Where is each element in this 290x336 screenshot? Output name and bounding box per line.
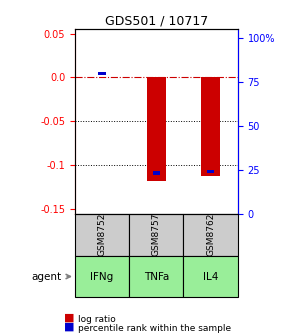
Text: TNFa: TNFa <box>144 271 169 282</box>
FancyBboxPatch shape <box>129 214 184 256</box>
FancyBboxPatch shape <box>75 214 129 256</box>
Bar <box>153 171 160 175</box>
Text: log ratio: log ratio <box>78 314 116 324</box>
Text: agent: agent <box>32 271 70 282</box>
Text: GSM8762: GSM8762 <box>206 213 215 256</box>
Text: percentile rank within the sample: percentile rank within the sample <box>78 324 231 333</box>
Bar <box>98 72 106 75</box>
FancyBboxPatch shape <box>184 256 238 297</box>
Text: IFNg: IFNg <box>90 271 114 282</box>
Text: IL4: IL4 <box>203 271 218 282</box>
Title: GDS501 / 10717: GDS501 / 10717 <box>105 15 208 28</box>
Text: GSM8752: GSM8752 <box>97 213 106 256</box>
FancyBboxPatch shape <box>184 214 238 256</box>
FancyBboxPatch shape <box>75 256 129 297</box>
Bar <box>147 78 166 181</box>
Bar <box>93 77 112 78</box>
FancyBboxPatch shape <box>129 256 184 297</box>
Text: GSM8757: GSM8757 <box>152 213 161 256</box>
Bar <box>201 78 220 176</box>
Bar <box>207 170 214 173</box>
Text: ■: ■ <box>64 322 74 332</box>
Text: ■: ■ <box>64 313 74 323</box>
